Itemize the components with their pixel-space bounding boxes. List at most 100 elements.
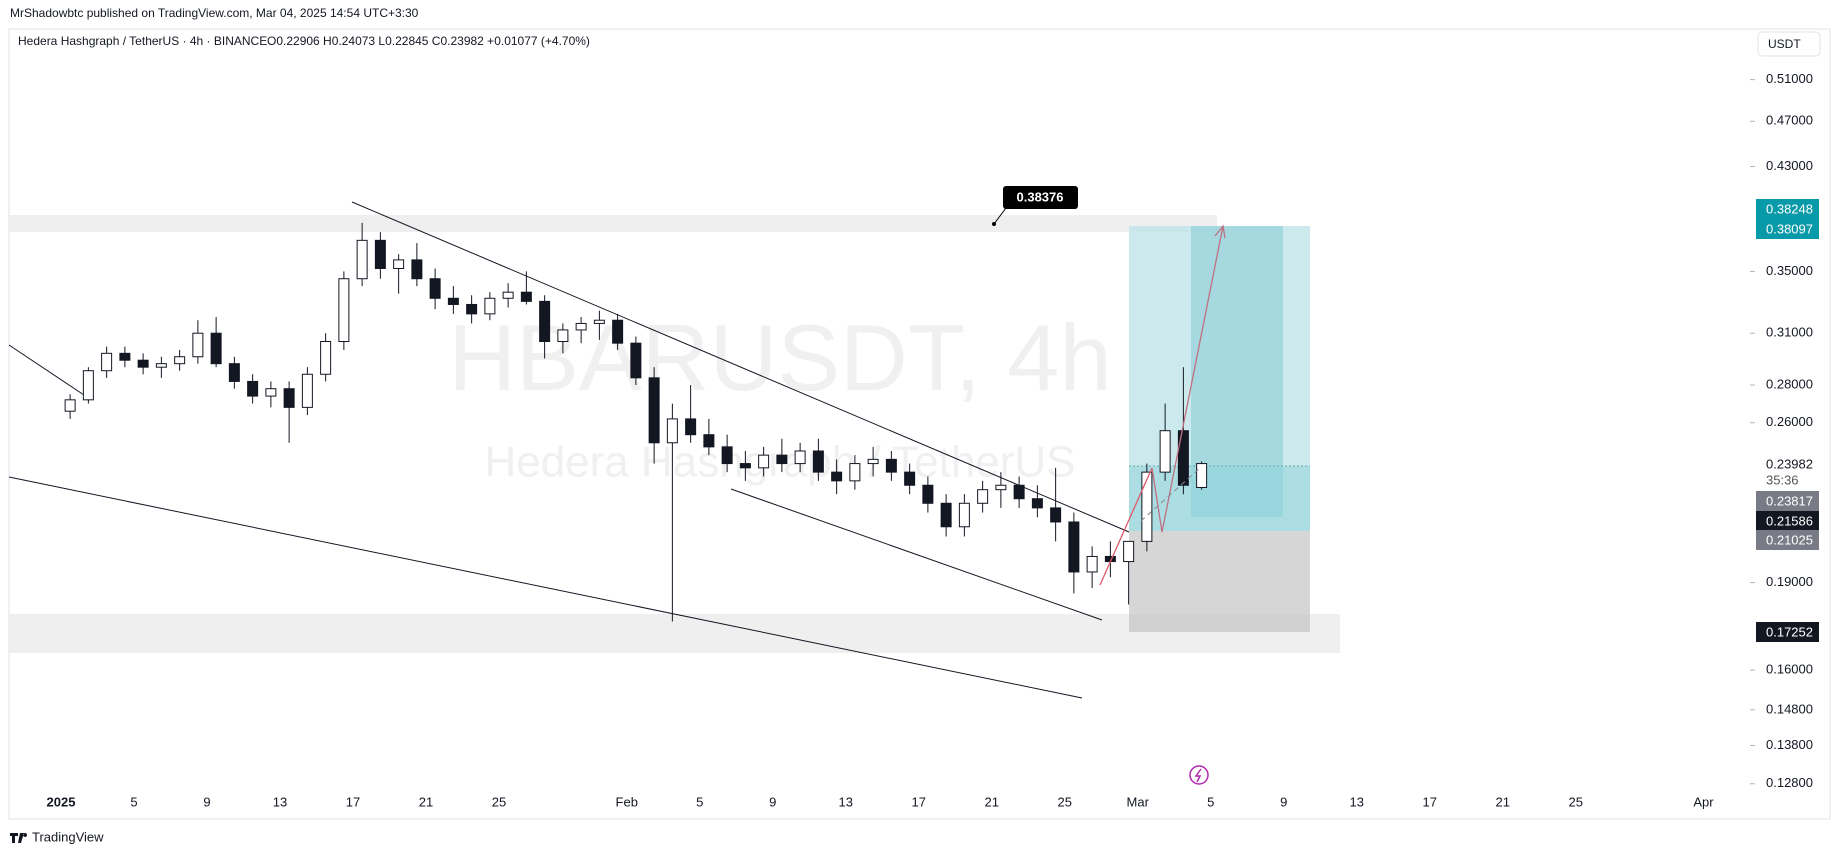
candle-body [119, 352, 131, 361]
candle-body [1159, 430, 1171, 473]
y-tick-label: 0.35000 [1766, 263, 1813, 278]
publisher-line: MrShadowbtc published on TradingView.com… [10, 6, 419, 20]
x-tick-label: 5 [130, 794, 137, 809]
footer-brand: TradingView [32, 829, 104, 844]
candle-body [1031, 498, 1043, 509]
candle-body [885, 458, 897, 473]
price-tag [1756, 199, 1819, 219]
candle-body [155, 363, 167, 368]
candle-body [1013, 484, 1025, 500]
candle-body [1196, 463, 1208, 488]
candle-body [265, 388, 277, 397]
trend-line-left [8, 344, 85, 396]
candle-body [648, 377, 660, 444]
candle-body [466, 303, 478, 315]
candle-body [137, 359, 149, 368]
candle-body [338, 278, 350, 342]
candle-body [320, 340, 332, 375]
candle-body [484, 297, 496, 315]
y-tick-label: 0.47000 [1766, 113, 1813, 128]
candle-body [1177, 430, 1189, 486]
candle-body [82, 370, 94, 401]
resistance-zone [9, 215, 1217, 232]
channel-line [730, 488, 1103, 621]
candle-body [174, 356, 186, 365]
x-tick-label: 21 [419, 794, 433, 809]
symbol-title: Hedera Hashgraph / TetherUS · 4h · BINAN… [18, 34, 267, 48]
candle-body [758, 454, 770, 469]
x-tick-label: 9 [769, 794, 776, 809]
y-tick-label: 0.51000 [1766, 71, 1813, 86]
candle-body [1068, 521, 1080, 573]
callout-dot [992, 222, 996, 226]
candle-body [940, 502, 952, 528]
candle-body [247, 380, 259, 397]
x-tick-label: Apr [1693, 794, 1714, 809]
stop-zone [1129, 531, 1310, 632]
event-icon [1189, 765, 1209, 785]
candle-body [411, 259, 423, 280]
x-tick-label: 25 [1569, 794, 1583, 809]
candle-body [374, 239, 386, 269]
x-tick-label: 5 [696, 794, 703, 809]
candle-body [356, 239, 368, 280]
path-up [1099, 467, 1153, 586]
callout-box [1003, 186, 1078, 209]
candle-body [794, 450, 806, 465]
candle-body [1123, 540, 1135, 563]
last-price-label: 0.23982 [1766, 456, 1813, 471]
y-tick-label: 0.19000 [1766, 574, 1813, 589]
price-tag [1756, 622, 1819, 642]
candle-body [776, 454, 788, 465]
candle-body [721, 446, 733, 465]
entry-zone [1129, 466, 1310, 531]
y-tick-label: 0.14800 [1766, 701, 1813, 716]
price-tag [1756, 491, 1819, 511]
callout-pointer [993, 207, 1007, 225]
candle-body [812, 450, 824, 473]
trend-line-lower [8, 476, 1083, 699]
candle-body [831, 471, 843, 482]
x-tick-label: 2025 [47, 794, 76, 809]
x-tick-label: 9 [1280, 794, 1287, 809]
y-tick-label: 0.12800 [1766, 775, 1813, 790]
support-zone [9, 614, 1340, 653]
trend-line-upper [351, 201, 1130, 533]
currency-button[interactable] [1757, 31, 1821, 57]
candle-body [301, 373, 313, 408]
x-tick-label: 5 [1207, 794, 1214, 809]
candle-body [393, 259, 405, 269]
x-tick-label: 13 [839, 794, 853, 809]
candle-body [703, 434, 715, 448]
price-tag-label: 0.38097 [1766, 221, 1813, 236]
event-bolt [1194, 768, 1202, 783]
candle-body [593, 319, 605, 324]
y-tick-label: 0.16000 [1766, 662, 1813, 677]
y-tick-label: 0.13800 [1766, 737, 1813, 752]
candle-body [666, 418, 678, 444]
price-tag [1756, 511, 1819, 531]
price-tag [1756, 219, 1819, 239]
x-tick-label: Feb [616, 794, 638, 809]
candle-body [283, 388, 295, 408]
x-tick-label: 17 [346, 794, 360, 809]
x-tick-label: 13 [273, 794, 287, 809]
countdown: 35:36 [1766, 472, 1799, 487]
candle-body [192, 332, 204, 358]
projection-path [1151, 225, 1224, 533]
price-tag-label: 0.21586 [1766, 513, 1813, 528]
candle-body [502, 291, 514, 299]
currency-label[interactable]: USDT [1768, 37, 1801, 51]
price-tag-label: 0.21025 [1766, 532, 1813, 547]
y-tick-label: 0.28000 [1766, 376, 1813, 391]
candle-body [849, 463, 861, 482]
candle-body [995, 484, 1007, 491]
candle-body [429, 278, 441, 299]
candle-body [557, 329, 569, 342]
ohlc-line: O0.22906 H0.24073 L0.22845 C0.23982 +0.0… [267, 34, 590, 48]
price-tag-label: 0.38248 [1766, 201, 1813, 216]
x-tick-label: 13 [1350, 794, 1364, 809]
candle-body [1086, 555, 1098, 573]
